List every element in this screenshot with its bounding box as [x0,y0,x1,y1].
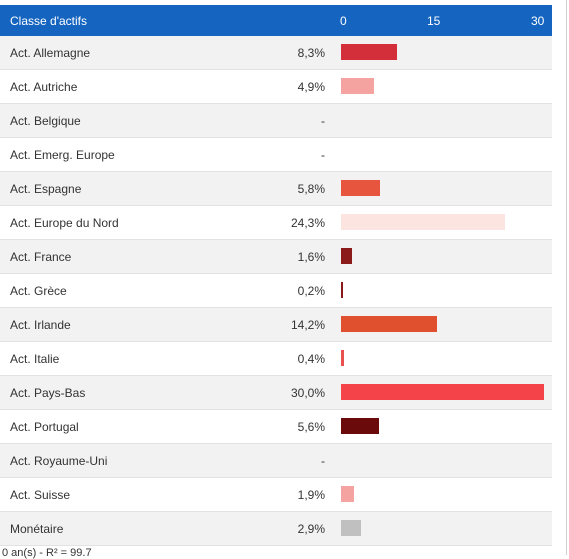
allocation-table: Classe d'actifs 0 15 30 Act. Allemagne 8,… [0,5,552,546]
row-value-label: - [321,114,325,128]
table-row: Act. Espagne 5,8% [0,172,552,206]
row-category-label: Act. Italie [10,352,60,366]
table-row: Act. Europe du Nord 24,3% [0,206,552,240]
row-category-label: Act. Autriche [10,80,78,94]
row-value-label: 14,2% [290,318,325,332]
row-category-label: Act. Belgique [10,114,81,128]
row-value-label: - [321,148,325,162]
bar [341,418,379,434]
bar [341,350,344,366]
row-category-label: Act. Portugal [10,420,79,434]
row-category-label: Act. Suisse [10,488,71,502]
row-value-label: 4,9% [297,80,325,94]
row-category-label: Act. Allemagne [10,46,91,60]
table-header: Classe d'actifs 0 15 30 [0,5,552,36]
row-value-label: 24,3% [290,216,325,230]
row-value-label: 5,8% [297,182,325,196]
axis-tick-15: 15 [427,14,441,28]
row-category-label: Act. Royaume-Uni [10,454,108,468]
bar [341,78,374,94]
axis-tick-0: 0 [340,14,347,28]
row-value-label: 8,3% [297,46,325,60]
row-value-label: 1,9% [297,488,325,502]
row-value-label: 0,4% [297,352,325,366]
row-value-label: 0,2% [297,284,325,298]
row-value-label: 1,6% [297,250,325,264]
footer-note: 0 an(s) - R² = 99.7 [2,547,92,559]
row-category-label: Act. Espagne [10,182,82,196]
row-category-label: Act. Irlande [10,318,71,332]
table-row: Act. Portugal 5,6% [0,410,552,444]
right-divider [566,0,567,555]
bar [341,214,505,230]
row-value-label: - [321,454,325,468]
table-body: Act. Allemagne 8,3% Act. Autriche 4,9% Act. … [0,36,552,546]
row-category-label: Act. Pays-Bas [10,386,86,400]
table-row: Act. Suisse 1,9% [0,478,552,512]
header-label: Classe d'actifs [10,14,87,28]
table-row: Act. Royaume-Uni - [0,444,552,478]
bar [341,384,544,400]
row-value-label: 2,9% [297,522,325,536]
table-row: Act. Belgique - [0,104,552,138]
table-row: Monétaire 2,9% [0,512,552,546]
table-row: Act. Grèce 0,2% [0,274,552,308]
table-row: Act. Emerg. Europe - [0,138,552,172]
bar [341,520,361,536]
bar [341,248,352,264]
row-value-label: 30,0% [290,386,325,400]
row-category-label: Act. Europe du Nord [10,216,119,230]
bar [341,180,380,196]
table-row: Act. Italie 0,4% [0,342,552,376]
row-category-label: Act. France [10,250,72,264]
table-row: Act. Irlande 14,2% [0,308,552,342]
axis-tick-30: 30 [531,14,545,28]
bar [341,282,343,298]
table-row: Act. France 1,6% [0,240,552,274]
row-category-label: Monétaire [10,522,64,536]
row-category-label: Act. Emerg. Europe [10,148,115,162]
table-row: Act. Pays-Bas 30,0% [0,376,552,410]
bar [341,316,437,332]
row-category-label: Act. Grèce [10,284,67,298]
row-value-label: 5,6% [297,420,325,434]
table-row: Act. Autriche 4,9% [0,70,552,104]
bar [341,486,354,502]
table-row: Act. Allemagne 8,3% [0,36,552,70]
bar [341,44,397,60]
